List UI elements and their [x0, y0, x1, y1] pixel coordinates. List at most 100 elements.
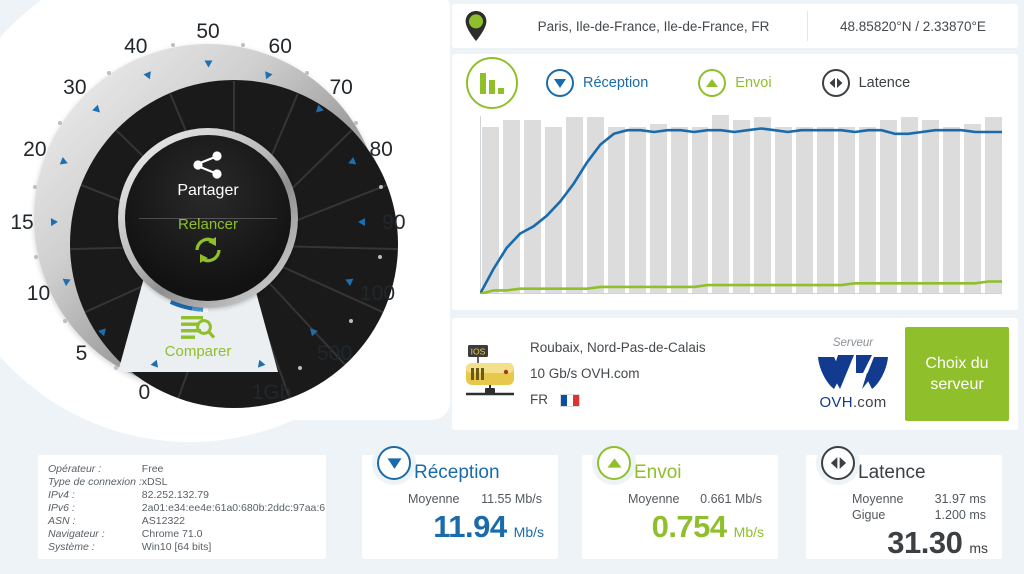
- connection-info-key: ASN :: [48, 515, 76, 527]
- server-provider-caption: Serveur: [832, 337, 874, 349]
- gauge-minor-tick: [106, 70, 111, 75]
- relaunch-button[interactable]: Relancer: [178, 216, 238, 264]
- result-badge-reception: [372, 441, 416, 485]
- gauge-minor-tick: [297, 366, 302, 371]
- latency-arrows-icon: [821, 69, 850, 97]
- download-triangle-icon: [377, 446, 411, 480]
- connection-info-row: IPv4 : 82.252.132.79: [48, 489, 326, 502]
- ovh-wordmark: OVH.com: [819, 394, 887, 411]
- gauge-minor-tick: [377, 255, 382, 260]
- gauge-tick-label: 1Gb: [251, 380, 292, 404]
- result-card-reception: Réception Moyenne 11.55 Mb/s 11.94 Mb/s: [362, 441, 558, 559]
- gauge-tick-label: 5: [75, 342, 88, 366]
- ovh-mark-icon: [818, 355, 888, 389]
- refresh-icon: [195, 237, 221, 263]
- chart-lines: [480, 127, 1002, 294]
- chart-bar: [963, 123, 981, 293]
- chart-bar: [754, 116, 772, 293]
- result-unit: Mb/s: [733, 524, 764, 540]
- location-coordinates: 48.85820°N / 2.33870°E: [840, 18, 986, 34]
- result-average-row-reception: Moyenne 11.55 Mb/s: [362, 491, 558, 507]
- result-title-reception: Réception: [414, 462, 500, 483]
- latency-arrows-icon: [821, 446, 855, 480]
- result-value: 0.754: [651, 509, 728, 544]
- map-pin-icon: [452, 11, 500, 41]
- gauge-minor-tick: [58, 120, 63, 125]
- chart-bar: [628, 127, 646, 293]
- server-bandwidth: 10 Gb/s OVH.com: [530, 366, 640, 381]
- chart-card: Réception Envoi Latence: [452, 54, 1018, 310]
- share-icon: [193, 151, 222, 179]
- result-jitter-label: Gigue: [852, 508, 886, 522]
- chart-bar: [649, 123, 667, 293]
- gauge-tick-label: 40: [124, 34, 148, 58]
- upload-triangle-icon: [597, 446, 631, 480]
- gauge-tick-label: 15: [10, 210, 34, 234]
- ovh-logo: Serveur OVH.com: [801, 337, 905, 411]
- chart-x-axis: [480, 293, 1002, 294]
- connection-info-key: IPv4 :: [48, 489, 75, 501]
- connection-info-value: AS12322: [141, 515, 186, 527]
- legend-item-envoi[interactable]: Envoi: [698, 69, 772, 97]
- gauge-tick-label: 500: [316, 342, 353, 366]
- connection-info-value: 2a01:e34:ee4e:61a0:680b:2ddc:97aa:6:: [141, 502, 326, 514]
- result-average-value: 11.55 Mb/s: [481, 492, 542, 506]
- chart-bar: [502, 120, 520, 293]
- server-info: Roubaix, Nord-Pas-de-Calais 10 Gb/s OVH.…: [530, 335, 801, 413]
- gauge-tick-label: 10: [26, 282, 51, 306]
- result-badge-envoi: [592, 441, 636, 485]
- legend-item-latence[interactable]: Latence: [821, 69, 910, 97]
- legend-item-reception[interactable]: Réception: [546, 69, 648, 97]
- speed-gauge: Comparer Partager: [8, 18, 408, 418]
- gauge-minor-tick: [32, 185, 37, 190]
- result-average-label: Moyenne: [852, 492, 904, 506]
- hub-divider: [139, 218, 277, 219]
- server-city: Roubaix, Nord-Pas-de-Calais: [530, 340, 706, 355]
- connection-info-value: xDSL: [141, 476, 168, 488]
- gauge-tick-marker: [358, 217, 366, 226]
- gauge-minor-tick: [305, 70, 310, 75]
- result-card-envoi: Envoi Moyenne 0.661 Mb/s 0.754 Mb/s: [582, 441, 778, 559]
- chart-bar: [607, 127, 625, 293]
- choose-server-button[interactable]: Choix du serveur: [905, 327, 1009, 421]
- gauge-tick-label: 90: [382, 210, 406, 234]
- gauge-tick-label: 0: [138, 380, 151, 404]
- connection-info-table: Opérateur : Free Type de connexion : xDSL IP…: [48, 463, 326, 554]
- upload-triangle-icon: [698, 69, 727, 97]
- connection-info-row: IPv6 : 2a01:e34:ee4e:61a0:680b:2ddc:97aa:…: [48, 502, 326, 515]
- chart-bar: [691, 127, 709, 293]
- gauge-minor-tick: [114, 366, 119, 371]
- gauge-minor-tick: [348, 318, 353, 323]
- result-average-value: 0.661 Mb/s: [700, 492, 762, 506]
- gauge-tick-label: 60: [268, 34, 292, 58]
- chart-bar: [859, 127, 877, 293]
- share-button[interactable]: Partager: [177, 151, 239, 200]
- result-title-envoi: Envoi: [634, 462, 682, 483]
- result-jitter-value: 1.200 ms: [934, 508, 986, 522]
- bar-chart-icon: [466, 57, 518, 109]
- chart-bar: [586, 116, 604, 293]
- connection-info-value: Free: [141, 463, 164, 475]
- legend-label-envoi: Envoi: [735, 75, 772, 91]
- connection-info-card: Opérateur : Free Type de connexion : xDSL IP…: [38, 455, 326, 559]
- connection-info-key: Système :: [48, 541, 95, 553]
- chart-bar: [565, 116, 583, 293]
- chart-bar: [942, 127, 960, 293]
- server-icon: IOS: [452, 344, 530, 404]
- gauge-minor-tick: [34, 255, 39, 260]
- connection-info-key: IPv6 :: [48, 502, 75, 514]
- chart-bar: [817, 127, 835, 293]
- connection-info-value: 82.252.132.79: [141, 489, 209, 501]
- result-value-row-reception: 11.94 Mb/s: [362, 509, 558, 545]
- chart-bar: [922, 120, 939, 293]
- connection-info-key: Opérateur :: [48, 463, 102, 475]
- download-triangle-icon: [546, 69, 574, 97]
- connection-info-row: ASN : AS12322: [48, 515, 326, 528]
- chart-latency-bars: [482, 115, 1002, 293]
- share-label: Partager: [177, 182, 239, 199]
- connection-info-row: Opérateur : Free: [48, 463, 326, 476]
- relaunch-label: Relancer: [177, 216, 239, 233]
- result-average-label: Moyenne: [628, 492, 680, 506]
- gauge-tick-label: 50: [196, 20, 220, 43]
